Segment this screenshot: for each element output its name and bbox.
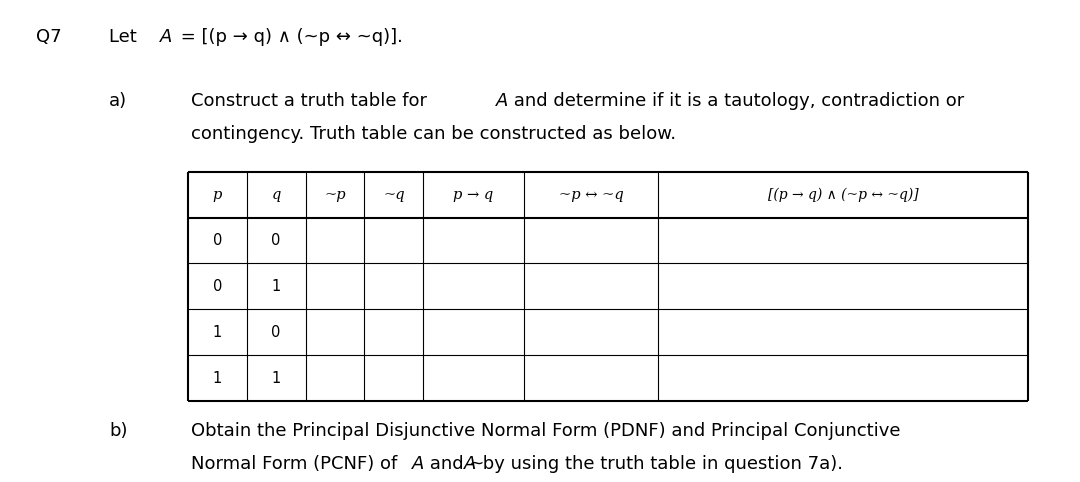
Text: contingency. Truth table can be constructed as below.: contingency. Truth table can be construc… xyxy=(191,125,676,143)
Text: a): a) xyxy=(109,92,127,109)
Text: 1: 1 xyxy=(271,371,281,386)
Text: 1: 1 xyxy=(213,325,222,340)
Text: by using the truth table in question 7a).: by using the truth table in question 7a)… xyxy=(476,455,842,473)
Text: p → q: p → q xyxy=(454,188,494,202)
Text: p: p xyxy=(213,188,222,202)
Text: Obtain the Principal Disjunctive Normal Form (PDNF) and Principal Conjunctive: Obtain the Principal Disjunctive Normal … xyxy=(191,422,901,440)
Text: ~q: ~q xyxy=(383,188,405,202)
Text: Normal Form (PCNF) of: Normal Form (PCNF) of xyxy=(191,455,403,473)
Text: [(p → q) ∧ (~p ↔ ~q)]: [(p → q) ∧ (~p ↔ ~q)] xyxy=(768,187,919,202)
Text: 0: 0 xyxy=(213,279,222,294)
Text: and ~: and ~ xyxy=(424,455,485,473)
Text: 0: 0 xyxy=(271,233,281,248)
Text: Construct a truth table for: Construct a truth table for xyxy=(191,92,433,109)
Text: A: A xyxy=(496,92,508,109)
Text: and determine if it is a tautology, contradiction or: and determine if it is a tautology, cont… xyxy=(509,92,964,109)
Text: = [(p → q) ∧ (~p ↔ ~q)].: = [(p → q) ∧ (~p ↔ ~q)]. xyxy=(175,28,403,46)
Text: 0: 0 xyxy=(213,233,222,248)
Text: A: A xyxy=(160,28,172,46)
Text: Let: Let xyxy=(109,28,143,46)
Text: ~p: ~p xyxy=(324,188,346,202)
Text: 0: 0 xyxy=(271,325,281,340)
Text: b): b) xyxy=(109,422,127,440)
Text: q: q xyxy=(271,188,281,202)
Text: Q7: Q7 xyxy=(36,28,62,46)
Text: 1: 1 xyxy=(271,279,281,294)
Text: A: A xyxy=(464,455,476,473)
Text: A: A xyxy=(411,455,424,473)
Text: ~p ↔ ~q: ~p ↔ ~q xyxy=(558,188,623,202)
Text: 1: 1 xyxy=(213,371,222,386)
